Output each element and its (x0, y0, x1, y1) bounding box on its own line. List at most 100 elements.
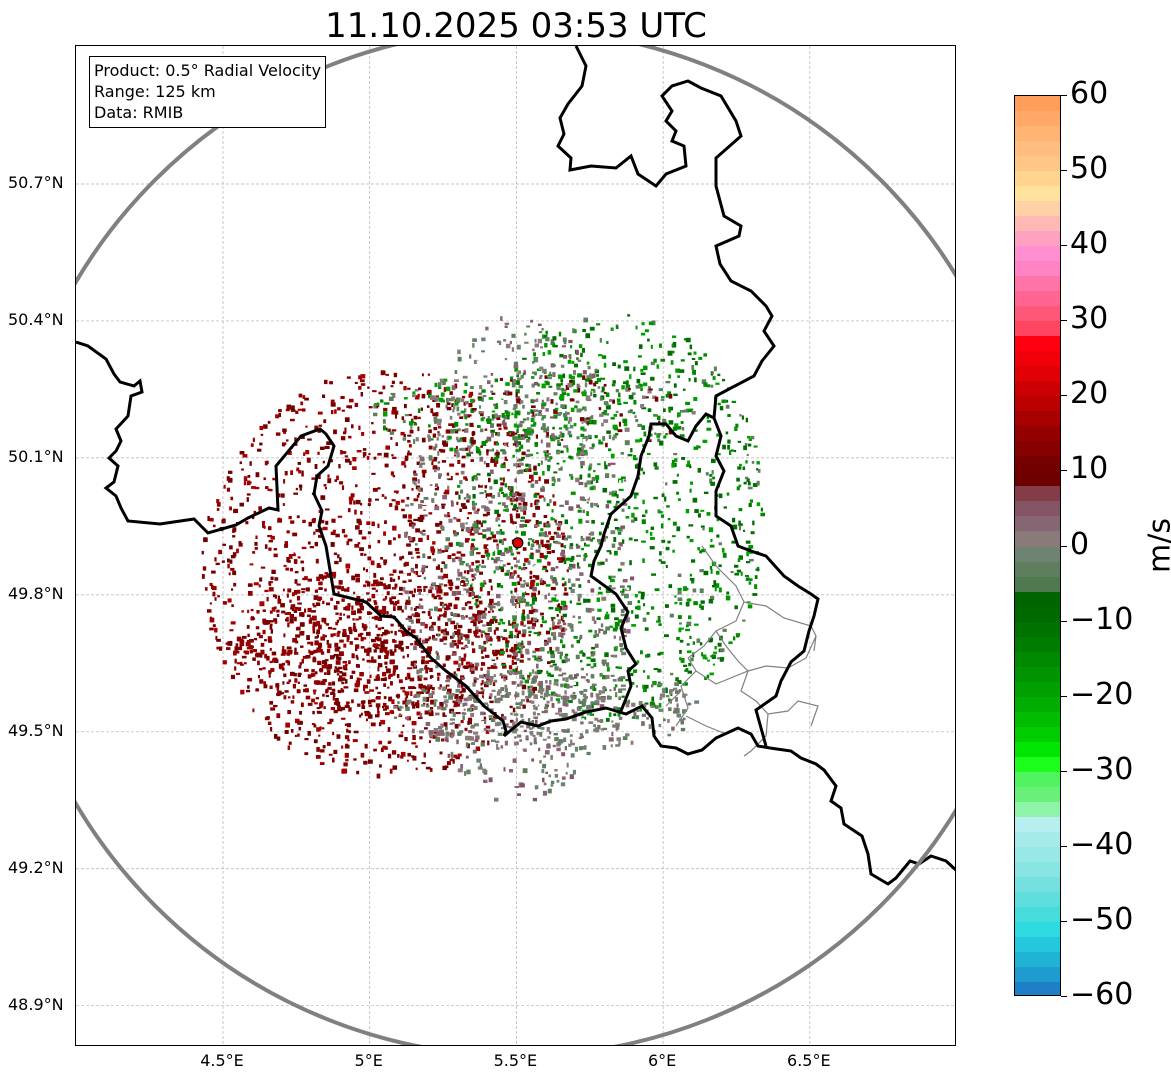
colorbar-segment-18 (1015, 366, 1060, 382)
colorbar-segment-9 (1015, 231, 1060, 247)
colorbar-tick-label-0: 60 (1070, 76, 1109, 111)
colorbar-segment-24 (1015, 456, 1060, 472)
admin-border-lines (665, 545, 819, 757)
colorbar-segment-3 (1015, 141, 1060, 157)
colorbar-segment-36 (1015, 636, 1060, 653)
info-range: Range: 125 km (94, 82, 216, 101)
colorbar-tick-mark-12 (1061, 996, 1067, 997)
velocity-echoes (201, 314, 766, 802)
colorbar-segment-40 (1015, 696, 1060, 713)
border-france-germany (769, 746, 955, 886)
border-germany-north (556, 46, 776, 419)
colorbar-segment-51 (1015, 861, 1060, 878)
colorbar-segment-58 (1015, 966, 1060, 983)
colorbar-segment-45 (1015, 771, 1060, 788)
colorbar-tick-mark-0 (1061, 95, 1067, 96)
colorbar-segment-25 (1015, 471, 1060, 488)
colorbar-segment-33 (1015, 591, 1060, 608)
lat-label-0: 50.7°N (8, 173, 64, 192)
colorbar-segment-46 (1015, 786, 1060, 803)
colorbar-segment-8 (1015, 216, 1060, 232)
colorbar-segment-32 (1015, 576, 1060, 593)
colorbar-segment-17 (1015, 351, 1060, 367)
colorbar-segment-59 (1015, 981, 1060, 995)
colorbar-segment-7 (1015, 201, 1060, 217)
colorbar-segment-11 (1015, 261, 1060, 277)
colorbar-tick-label-10: −40 (1070, 826, 1134, 862)
colorbar-segment-5 (1015, 171, 1060, 187)
colorbar-segment-22 (1015, 426, 1060, 442)
lon-label-3: 6°E (647, 1051, 677, 1070)
colorbar-segment-26 (1015, 486, 1060, 503)
colorbar-tick-mark-11 (1061, 920, 1067, 922)
colorbar-segment-14 (1015, 306, 1060, 322)
colorbar-segment-34 (1015, 606, 1060, 623)
lat-label-5: 49.2°N (8, 857, 64, 877)
echo-region-receding-southwest (234, 568, 521, 719)
colorbar-tick-mark-4 (1061, 395, 1067, 397)
colorbar-segment-47 (1015, 801, 1060, 818)
colorbar-tick-label-1: 50 (1070, 151, 1109, 187)
colorbar-segment-20 (1015, 396, 1060, 412)
info-data-source: Data: RMIB (94, 103, 184, 122)
colorbar-tick-label-6: 0 (1070, 526, 1090, 562)
colorbar-segment-56 (1015, 936, 1060, 953)
colorbar-tick-label-7: −10 (1070, 601, 1134, 637)
colorbar-segment-29 (1015, 531, 1060, 548)
colorbar-segment-10 (1015, 246, 1060, 262)
colorbar-tick-mark-3 (1061, 320, 1067, 322)
colorbar-segment-37 (1015, 651, 1060, 668)
colorbar-tick-label-8: −20 (1070, 676, 1134, 712)
colorbar-tick-mark-8 (1061, 695, 1067, 697)
lat-label-6: 48.9°N (8, 994, 64, 1014)
lat-label-3: 49.8°N (8, 583, 64, 603)
border-germany-east (712, 417, 820, 747)
colorbar-tick-mark-9 (1061, 770, 1067, 772)
colorbar-segment-16 (1015, 336, 1060, 352)
colorbar-segment-42 (1015, 726, 1060, 743)
echo-region-receding-west (201, 370, 571, 779)
lon-label-1: 5°E (354, 1051, 383, 1070)
colorbar-tick-label-2: 40 (1070, 226, 1109, 262)
info-box: Product: 0.5° Radial Velocity Range: 125… (89, 56, 327, 128)
admin-borders (665, 545, 819, 757)
radar-map[interactable] (75, 45, 956, 1046)
lon-label-4: 6.5°E (787, 1051, 831, 1070)
colorbar-segment-0 (1015, 96, 1060, 112)
colorbar-segment-53 (1015, 891, 1060, 908)
colorbar-segment-31 (1015, 561, 1060, 578)
colorbar-tick-label-11: −50 (1070, 901, 1134, 937)
colorbar-segment-27 (1015, 501, 1060, 518)
colorbar-segment-41 (1015, 711, 1060, 728)
lon-label-0: 4.5°E (200, 1051, 244, 1070)
colorbar-tick-label-5: 10 (1070, 451, 1109, 487)
colorbar-segment-50 (1015, 846, 1060, 863)
colorbar-segment-30 (1015, 546, 1060, 563)
colorbar-segment-2 (1015, 126, 1060, 142)
colorbar-segment-21 (1015, 411, 1060, 427)
colorbar-segment-43 (1015, 741, 1060, 758)
colorbar-segment-1 (1015, 111, 1060, 127)
colorbar-tick-mark-7 (1061, 620, 1067, 622)
lat-label-2: 50.1°N (8, 446, 64, 466)
border-belgium-luxembourg (589, 412, 715, 712)
colorbar-segment-54 (1015, 906, 1060, 923)
colorbar-segment-52 (1015, 876, 1060, 893)
colorbar-tick-label-3: 30 (1070, 301, 1109, 337)
colorbar-segment-6 (1015, 186, 1060, 202)
colorbar-segment-19 (1015, 381, 1060, 397)
echo-region-near-zero-center (402, 316, 635, 802)
colorbar-segment-28 (1015, 516, 1060, 533)
border-luxembourg (503, 704, 771, 756)
border-france-belgium (76, 340, 508, 737)
lon-label-2: 5.5°E (493, 1051, 538, 1070)
colorbar-segment-13 (1015, 291, 1060, 307)
colorbar-segment-4 (1015, 156, 1060, 172)
colorbar-tick-mark-2 (1061, 245, 1067, 247)
colorbar-unit-label: m/s (1142, 518, 1171, 573)
info-product: Product: 0.5° Radial Velocity (94, 61, 322, 80)
colorbar-tick-mark-10 (1061, 845, 1067, 847)
colorbar-segment-44 (1015, 756, 1060, 773)
colorbar-segment-12 (1015, 276, 1060, 292)
colorbar-tick-mark-1 (1061, 170, 1067, 172)
